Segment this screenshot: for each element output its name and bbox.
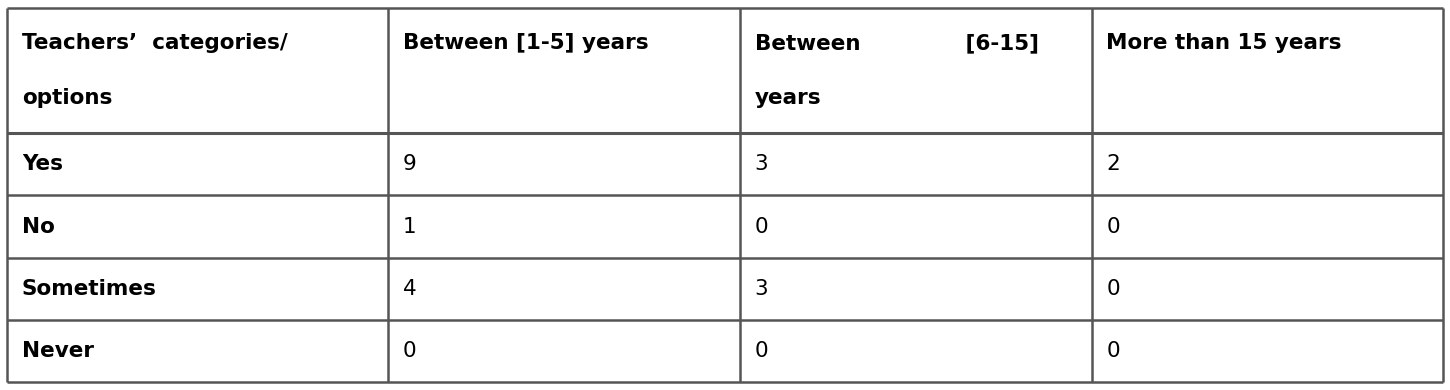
Text: 3: 3 [754, 279, 768, 299]
Text: No: No [22, 216, 55, 237]
Text: Sometimes: Sometimes [22, 279, 157, 299]
Text: options: options [22, 88, 112, 108]
Text: More than 15 years: More than 15 years [1106, 33, 1341, 53]
Text: years: years [754, 88, 821, 108]
Text: 4: 4 [403, 279, 416, 299]
Text: 9: 9 [403, 154, 416, 174]
Text: Teachers’  categories/: Teachers’ categories/ [22, 33, 287, 53]
Text: 0: 0 [1106, 279, 1119, 299]
Text: 3: 3 [754, 154, 768, 174]
Text: Never: Never [22, 341, 94, 361]
Text: Yes: Yes [22, 154, 62, 174]
Text: 2: 2 [1106, 154, 1119, 174]
Text: Between              [6-15]: Between [6-15] [754, 33, 1038, 53]
Text: 0: 0 [1106, 341, 1119, 361]
Text: 0: 0 [754, 341, 768, 361]
Text: Between [1-5] years: Between [1-5] years [403, 33, 648, 53]
Text: 0: 0 [403, 341, 416, 361]
Text: 0: 0 [754, 216, 768, 237]
Text: 1: 1 [403, 216, 416, 237]
Text: 0: 0 [1106, 216, 1119, 237]
